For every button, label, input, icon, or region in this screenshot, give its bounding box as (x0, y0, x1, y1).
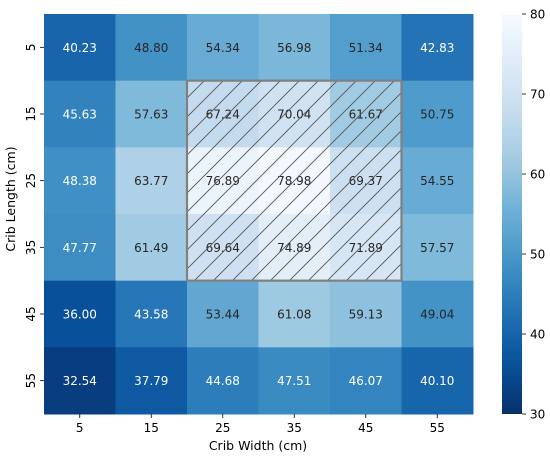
cell-value-label: 53.44 (206, 308, 240, 322)
y-tick-label: 35 (24, 240, 38, 255)
heatmap-cell (401, 80, 474, 148)
cell-value-label: 48.38 (63, 174, 97, 188)
cell-value-label: 40.23 (63, 41, 97, 55)
cell-value-label: 48.80 (134, 41, 168, 55)
cell-value-label: 59.13 (349, 308, 383, 322)
cell-value-label: 40.10 (420, 374, 454, 388)
colorbar-gradient (502, 14, 522, 414)
cell-value-label: 36.00 (63, 308, 97, 322)
y-tick-label: 15 (24, 106, 38, 121)
cell-value-label: 32.54 (63, 374, 97, 388)
heatmap-cell (258, 280, 331, 348)
x-tick-label: 5 (76, 421, 84, 435)
heatmap-cell (115, 214, 188, 282)
heatmap-cell (115, 80, 188, 148)
heatmap-cell (115, 280, 188, 348)
heatmap-cell (330, 14, 402, 82)
cell-value-label: 54.34 (206, 41, 240, 55)
colorbar-tick-label: 80 (530, 8, 545, 22)
heatmap-cell (115, 147, 188, 215)
x-tick-label: 25 (215, 421, 230, 435)
y-tick-label: 45 (24, 306, 38, 321)
heatmap-cell (401, 280, 474, 348)
y-axis: 5 15 25 35 45 55 (24, 44, 44, 388)
colorbar-tick-label: 60 (530, 168, 545, 182)
x-tick-label: 45 (358, 421, 373, 435)
cell-value-label: 47.77 (63, 241, 97, 255)
cell-value-label: 45.63 (63, 108, 97, 122)
cell-value-label: 63.77 (134, 174, 168, 188)
cell-value-label: 47.51 (277, 374, 311, 388)
y-tick-label: 25 (24, 173, 38, 188)
highlight-hatch (187, 80, 402, 281)
highlight-border (185, 79, 403, 282)
cell-value-label: 61.49 (134, 241, 168, 255)
heatmap-cell (258, 14, 331, 82)
cell-value-label: 37.79 (134, 374, 168, 388)
cell-value-label: 43.58 (134, 308, 168, 322)
colorbar-tick-label: 50 (530, 248, 545, 262)
x-tick-label: 55 (430, 421, 445, 435)
colorbar-tick-label: 30 (530, 408, 545, 422)
x-tick-label: 15 (144, 421, 159, 435)
heatmap-cell (44, 80, 116, 148)
x-tick-label: 35 (287, 421, 302, 435)
cell-value-label: 57.57 (420, 241, 454, 255)
colorbar-tick-label: 40 (530, 328, 545, 342)
y-axis-label: Crib Length (cm) (3, 146, 18, 251)
heatmap-cell (44, 14, 116, 82)
heatmap-cell (44, 214, 116, 282)
heatmap-cell (44, 147, 116, 215)
y-tick-label: 5 (24, 44, 38, 52)
heatmap-cell (330, 347, 402, 415)
heatmap-cell (115, 14, 188, 82)
colorbar-tick-label: 70 (530, 88, 545, 102)
cell-value-label: 50.75 (420, 108, 454, 122)
highlight-region (185, 79, 403, 282)
heatmap-cell (44, 280, 116, 348)
colorbar: 30 40 50 60 70 80 (502, 8, 545, 422)
cell-value-label: 44.68 (206, 374, 240, 388)
cell-value-label: 61.08 (277, 308, 311, 322)
heatmap-cell (401, 214, 474, 282)
heatmap-cell (44, 347, 116, 415)
cell-value-label: 56.98 (277, 41, 311, 55)
cell-value-label: 54.55 (420, 174, 454, 188)
heatmap-cell (401, 147, 474, 215)
heatmap-cell (401, 347, 474, 415)
heatmap-cell (330, 280, 402, 348)
cell-value-label: 42.83 (420, 41, 454, 55)
x-axis: 5 15 25 35 45 55 (76, 414, 445, 435)
x-axis-label: Crib Width (cm) (209, 438, 307, 453)
cell-value-label: 46.07 (349, 374, 383, 388)
y-tick-label: 55 (24, 373, 38, 388)
heatmap-cell (401, 14, 474, 82)
heatmap-cell (187, 347, 259, 415)
cell-value-label: 57.63 (134, 108, 168, 122)
heatmap-cell (187, 280, 259, 348)
cell-value-label: 51.34 (349, 41, 383, 55)
heatmap-cell (115, 347, 188, 415)
cell-value-label: 49.04 (420, 308, 454, 322)
heatmap-cell (187, 14, 259, 82)
heatmap-cell (258, 347, 331, 415)
